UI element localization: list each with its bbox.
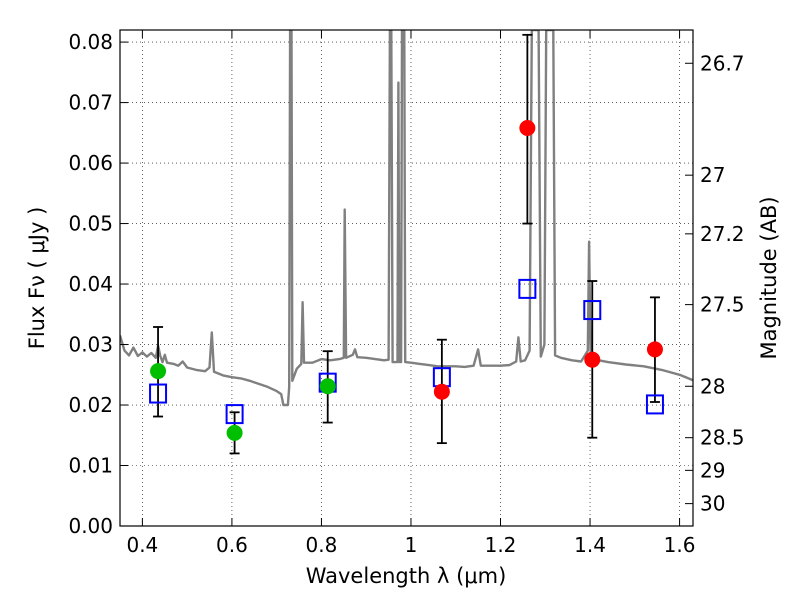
y2-tick-label: 26.7 (700, 51, 745, 75)
y-tick-label: 0.07 (68, 91, 113, 115)
y-tick-label: 0.06 (68, 151, 113, 175)
model-square-point (583, 300, 602, 321)
observed-circle-point (150, 363, 167, 380)
axis-ticks: 0.4 0.6 0.8 1 1.2 1.4 1.6 0.00 0.01 0.02 0.03 0.04 0… (68, 30, 745, 557)
x-tick-label: 0.6 (216, 533, 248, 557)
x-tick-label: 0.4 (126, 533, 158, 557)
y2-tick-label: 27.5 (700, 293, 745, 317)
x-tick-label: 1.2 (485, 533, 517, 557)
y2-axis-label: Magnitude (AB) (757, 196, 781, 359)
x-tick-label: 1.6 (664, 533, 696, 557)
y-tick-label: 0.01 (68, 454, 113, 478)
y2-tick-label: 28 (700, 374, 725, 398)
observed-circle-point (646, 341, 663, 358)
y2-tick-label: 29 (700, 458, 725, 482)
y-tick-label: 0.05 (68, 212, 113, 236)
observed-circle-point (584, 351, 601, 368)
x-tick-label: 0.8 (306, 533, 338, 557)
observed-circle-point (519, 119, 536, 136)
y2-tick-label: 30 (700, 492, 725, 516)
model-square-point (225, 404, 244, 425)
y-tick-label: 0.02 (68, 393, 113, 417)
y-axis-label: Flux Fν ( μJy ) (25, 207, 49, 350)
observed-circle-point (433, 383, 450, 400)
y-tick-label: 0.03 (68, 333, 113, 357)
observed-circle-point (226, 424, 243, 441)
plot-frame (119, 29, 694, 527)
y2-tick-label: 27 (700, 163, 725, 187)
y2-tick-label: 28.5 (700, 426, 745, 450)
x-tick-label: 1.4 (574, 533, 606, 557)
spectrum-line (120, 30, 693, 407)
spectrum-layer (120, 30, 693, 407)
y-tick-label: 0.04 (68, 272, 113, 296)
y-tick-label: 0.00 (68, 514, 113, 538)
x-axis-label: Wavelength λ (μm) (306, 564, 507, 588)
x-tick-label: 1 (405, 533, 418, 557)
data-points-layer (149, 33, 664, 455)
observed-circle-point (319, 378, 336, 395)
model-square-point (518, 278, 537, 299)
model-square-point (645, 394, 664, 415)
y2-tick-label: 27.2 (700, 222, 745, 246)
y-tick-label: 0.08 (68, 30, 113, 54)
model-square-point (149, 383, 168, 404)
